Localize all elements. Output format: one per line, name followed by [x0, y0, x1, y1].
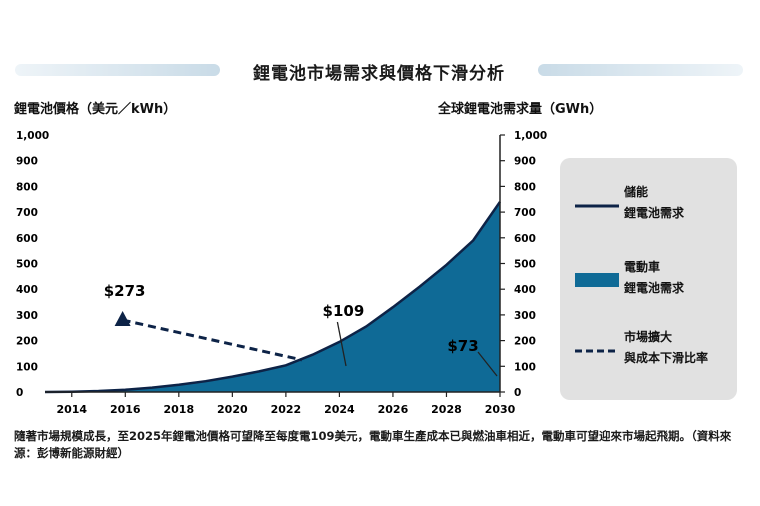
- price-label-109: $109: [323, 302, 365, 320]
- right-y-tick-label: 200: [514, 336, 536, 348]
- legend-label-ev-line1: 電動車: [624, 260, 661, 274]
- legend-line-symbol: [575, 204, 619, 208]
- x-tick-label: 2016: [110, 403, 141, 416]
- x-tick-label: 2028: [431, 403, 462, 416]
- title-band-right: [538, 64, 743, 76]
- legend-label-storage-line2: 鋰電池需求: [624, 206, 685, 220]
- right-y-tick-label: 500: [514, 259, 536, 271]
- left-y-tick-label: 400: [16, 284, 38, 296]
- x-tick-label: 2026: [378, 403, 409, 416]
- right-axis-label: 全球鋰電池需求量（GWh）: [438, 102, 603, 117]
- legend-label-ratio-line2: 與成本下滑比率: [624, 351, 709, 365]
- legend-dashed-symbol: [575, 349, 619, 353]
- left-y-tick-label: 500: [16, 259, 38, 271]
- x-tick-label: 2030: [485, 403, 516, 416]
- chart-title: 鋰電池市場需求與價格下滑分析: [253, 64, 505, 84]
- price-109-pointer: [336, 321, 347, 367]
- left-y-tick-label: 100: [16, 361, 38, 373]
- ev-demand-area: [45, 201, 500, 392]
- legend-box: 儲能 鋰電池需求 電動車 鋰電池需求 市場擴大 與成本下滑比率: [560, 158, 737, 400]
- left-y-tick-label: 900: [16, 156, 38, 168]
- x-tick-label: 2022: [271, 403, 302, 416]
- legend-label-storage-line1: 儲能: [624, 185, 649, 199]
- legend-label-ev-line2: 鋰電池需求: [624, 281, 685, 295]
- price-73-pointer: [477, 351, 498, 377]
- x-tick-label: 2020: [217, 403, 248, 416]
- legend-block-symbol: [575, 273, 619, 287]
- price-start-marker: [114, 311, 131, 327]
- right-y-tick-label: 100: [514, 361, 536, 373]
- right-y-tick-label: 1,000: [514, 130, 547, 142]
- left-y-tick-label: 200: [16, 336, 38, 348]
- left-y-tick-label: 700: [16, 207, 38, 219]
- price-label-273: $273: [104, 282, 146, 300]
- right-y-tick-label: 800: [514, 181, 536, 193]
- left-y-tick-label: 600: [16, 233, 38, 245]
- right-y-tick-label: 400: [514, 284, 536, 296]
- left-y-tick-label: 0: [16, 387, 23, 399]
- storage-demand-line: [44, 201, 502, 394]
- right-y-tick-label: 300: [514, 310, 536, 322]
- right-y-tick-label: 0: [514, 387, 521, 399]
- right-y-tick-label: 600: [514, 233, 536, 245]
- price-label-73: $73: [447, 337, 478, 355]
- x-tick-label: 2024: [324, 403, 355, 416]
- legend-label-ratio-line1: 市場擴大: [624, 330, 673, 344]
- title-bar: 鋰電池市場需求與價格下滑分析: [15, 60, 743, 84]
- x-tick-label: 2018: [164, 403, 195, 416]
- left-y-tick-label: 300: [16, 310, 38, 322]
- left-y-tick-label: 1,000: [16, 130, 49, 142]
- ratio-dashed-line: [122, 318, 303, 362]
- left-axis-label: 鋰電池價格（美元／kWh）: [14, 102, 177, 117]
- title-band-left: [15, 64, 220, 76]
- caption: 隨著市場規模成長，至2025年鋰電池價格可望降至每度電109美元，電動車生產成本…: [14, 429, 732, 460]
- chart-plot: 0 0 100 100 200 200 300 300 400 400 500 500 600 600 70…: [16, 130, 547, 416]
- left-y-tick-label: 800: [16, 181, 38, 193]
- right-y-tick-label: 700: [514, 207, 536, 219]
- x-tick-label: 2014: [56, 403, 87, 416]
- right-y-tick-label: 900: [514, 156, 536, 168]
